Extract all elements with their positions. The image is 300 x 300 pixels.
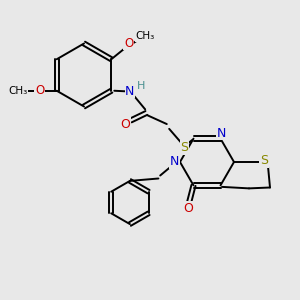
- Text: N: N: [170, 155, 179, 168]
- Text: O: O: [120, 118, 130, 130]
- Text: S: S: [181, 141, 188, 154]
- Text: H: H: [137, 81, 146, 91]
- Text: CH₃: CH₃: [8, 86, 28, 96]
- Text: N: N: [125, 85, 135, 98]
- Text: O: O: [184, 202, 193, 215]
- Text: N: N: [216, 127, 226, 140]
- Text: CH₃: CH₃: [136, 31, 155, 41]
- Text: O: O: [124, 37, 133, 50]
- Text: O: O: [35, 84, 44, 97]
- Text: S: S: [260, 154, 268, 167]
